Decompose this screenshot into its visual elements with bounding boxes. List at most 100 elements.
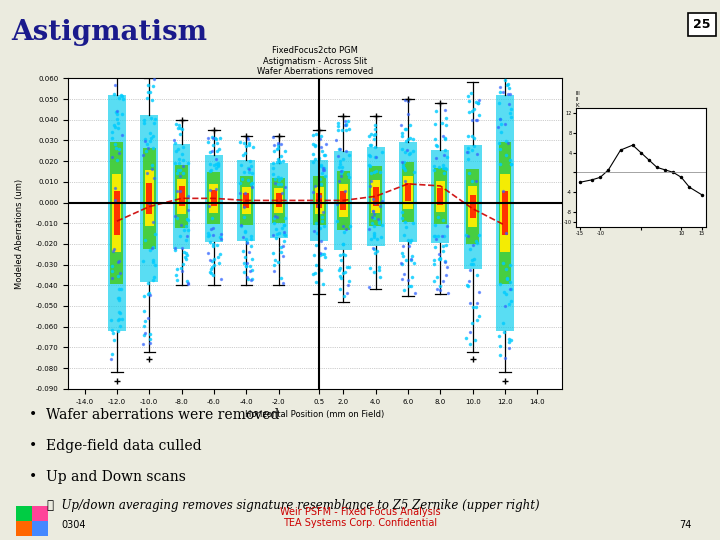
Point	[276, 224, 287, 232]
Point	[246, 274, 258, 283]
Point	[464, 277, 475, 286]
Point	[495, 128, 507, 137]
Point	[503, 334, 515, 343]
Point	[404, 238, 415, 247]
Point	[466, 177, 477, 185]
Point	[174, 124, 186, 132]
Bar	[140, 114, 158, 282]
Point	[239, 253, 251, 261]
Bar	[270, 163, 287, 238]
Point	[312, 201, 324, 210]
Point	[174, 186, 186, 195]
Point	[369, 199, 381, 207]
Point	[112, 294, 124, 302]
Point	[204, 238, 216, 246]
Point	[343, 262, 355, 271]
Point	[212, 138, 223, 147]
Point	[334, 272, 346, 281]
Point	[204, 160, 216, 169]
Point	[499, 287, 510, 296]
Point	[179, 226, 190, 234]
Point	[143, 288, 155, 297]
Point	[373, 265, 384, 274]
Point	[405, 255, 416, 264]
Point	[114, 308, 125, 317]
Point	[112, 315, 123, 324]
Bar	[276, 193, 282, 207]
Point	[498, 327, 510, 336]
Title: FixedFocus2cto PGM
Astigmatism - Across Slit
Wafer Aberrations removed: FixedFocus2cto PGM Astigmatism - Across …	[257, 46, 373, 76]
Point	[206, 132, 217, 141]
Point	[318, 250, 330, 259]
Text: 74: 74	[679, 520, 691, 530]
Point	[272, 139, 284, 147]
Bar	[498, 142, 511, 284]
Point	[107, 329, 119, 338]
Point	[270, 234, 282, 243]
Point	[140, 235, 151, 244]
Point	[464, 328, 476, 336]
Point	[499, 353, 510, 362]
Point	[502, 275, 513, 284]
Point	[318, 163, 330, 172]
Point	[364, 140, 376, 149]
Point	[336, 172, 347, 180]
Point	[106, 326, 117, 335]
Point	[339, 117, 351, 125]
Point	[245, 261, 256, 270]
Point	[503, 338, 515, 346]
Bar	[240, 176, 253, 225]
Point	[334, 285, 346, 294]
Point	[503, 89, 514, 98]
Bar	[403, 176, 413, 208]
Point	[310, 278, 322, 286]
Point	[240, 235, 251, 244]
Point	[212, 147, 223, 156]
Point	[494, 99, 505, 107]
Point	[467, 260, 479, 268]
Point	[341, 263, 352, 272]
Point	[464, 266, 476, 274]
Point	[202, 133, 214, 142]
Point	[172, 124, 184, 132]
Point	[246, 235, 257, 244]
Point	[310, 240, 322, 249]
Point	[237, 233, 248, 241]
Point	[277, 242, 289, 251]
Bar	[207, 172, 220, 225]
Point	[314, 134, 325, 143]
Point	[504, 285, 516, 293]
Point	[307, 139, 319, 148]
Point	[139, 329, 150, 338]
Point	[366, 177, 377, 185]
Point	[169, 159, 181, 167]
Point	[396, 158, 408, 166]
Point	[440, 270, 451, 279]
Point	[235, 175, 247, 184]
Point	[207, 271, 219, 279]
Point	[204, 202, 215, 211]
Point	[501, 80, 513, 89]
Point	[441, 153, 452, 161]
Point	[240, 148, 251, 157]
Point	[215, 235, 226, 244]
Point	[171, 265, 183, 273]
Point	[339, 268, 351, 276]
Point	[364, 151, 375, 159]
Bar	[339, 184, 348, 217]
Point	[202, 228, 214, 237]
Point	[148, 119, 160, 127]
Point	[148, 82, 159, 90]
Point	[212, 158, 224, 167]
Point	[368, 221, 379, 230]
Text: Astigmatism: Astigmatism	[11, 19, 207, 46]
Point	[314, 249, 325, 258]
Point	[437, 216, 449, 225]
Bar	[32, 506, 48, 521]
Point	[369, 249, 381, 258]
Point	[268, 266, 279, 275]
Point	[274, 228, 285, 237]
Point	[405, 121, 416, 130]
Point	[239, 189, 251, 198]
Point	[399, 148, 410, 157]
